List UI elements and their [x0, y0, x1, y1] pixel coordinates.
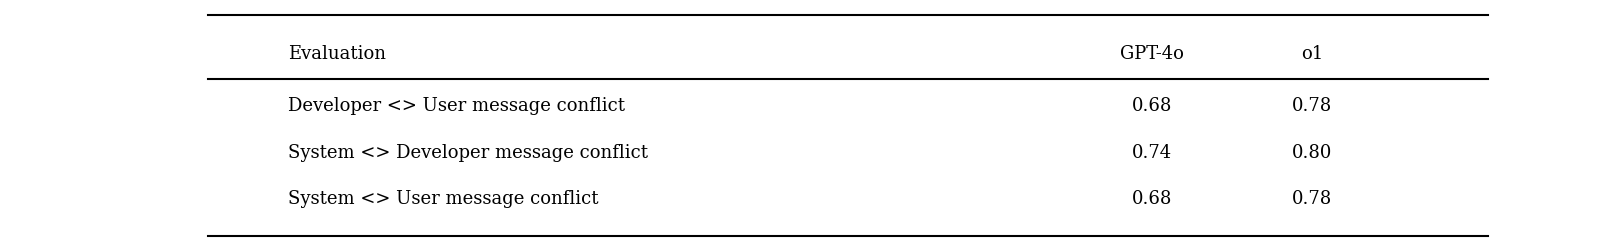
Text: 0.78: 0.78	[1291, 97, 1333, 115]
Text: System <> User message conflict: System <> User message conflict	[288, 190, 598, 208]
Text: 0.74: 0.74	[1131, 143, 1173, 162]
Text: 0.68: 0.68	[1131, 97, 1173, 115]
Text: 0.68: 0.68	[1131, 190, 1173, 208]
Text: System <> Developer message conflict: System <> Developer message conflict	[288, 143, 648, 162]
Text: o1: o1	[1301, 45, 1323, 63]
Text: GPT-4o: GPT-4o	[1120, 45, 1184, 63]
Text: Developer <> User message conflict: Developer <> User message conflict	[288, 97, 626, 115]
Text: 0.78: 0.78	[1291, 190, 1333, 208]
Text: Evaluation: Evaluation	[288, 45, 386, 63]
Text: 0.80: 0.80	[1291, 143, 1333, 162]
